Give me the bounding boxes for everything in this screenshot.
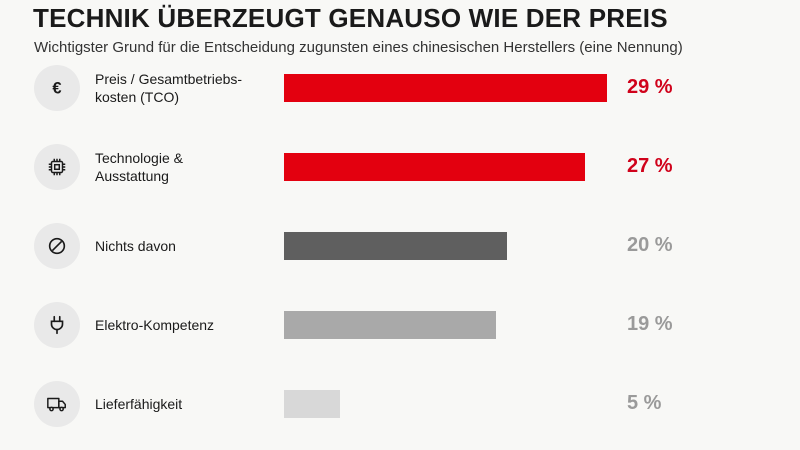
chart-row: Technologie & Ausstattung 27 % [0,137,800,197]
bar [284,74,607,102]
prohibited-icon [34,223,80,269]
bar [284,153,585,181]
category-label: Nichts davon [95,238,176,254]
chart-row: Elektro-Kompetenz 19 % [0,295,800,355]
value-label: 5 % [627,392,662,414]
chip-icon [34,144,80,190]
plug-icon [34,302,80,348]
chart-row: Nichts davon 20 % [0,216,800,276]
bar [284,390,340,418]
category-label: Preis / Gesamtbetriebs- kosten (TCO) [95,71,243,105]
category-label: Technologie & Ausstattung [95,150,183,184]
chart-title: TECHNIK ÜBERZEUGT GENAUSO WIE DER PREIS [33,3,668,33]
truck-icon [34,381,80,427]
bar [284,311,496,339]
category-label: Elektro-Kompetenz [95,317,215,333]
bar [284,232,507,260]
chart-row: € Preis / Gesamtbetriebs- kosten (TCO) 29 … [0,58,800,118]
chart-subtitle: Wichtigster Grund für die Entscheidung z… [34,39,683,56]
category-label: Lieferfähigkeit [95,396,183,412]
svg-text:€: € [52,80,61,98]
value-label: 20 % [627,234,673,256]
euro-icon: € [34,65,80,111]
value-label: 29 % [627,76,673,98]
chart-row: Lieferfähigkeit 5 % [0,374,800,434]
value-label: 27 % [627,155,673,177]
value-label: 19 % [627,313,673,335]
